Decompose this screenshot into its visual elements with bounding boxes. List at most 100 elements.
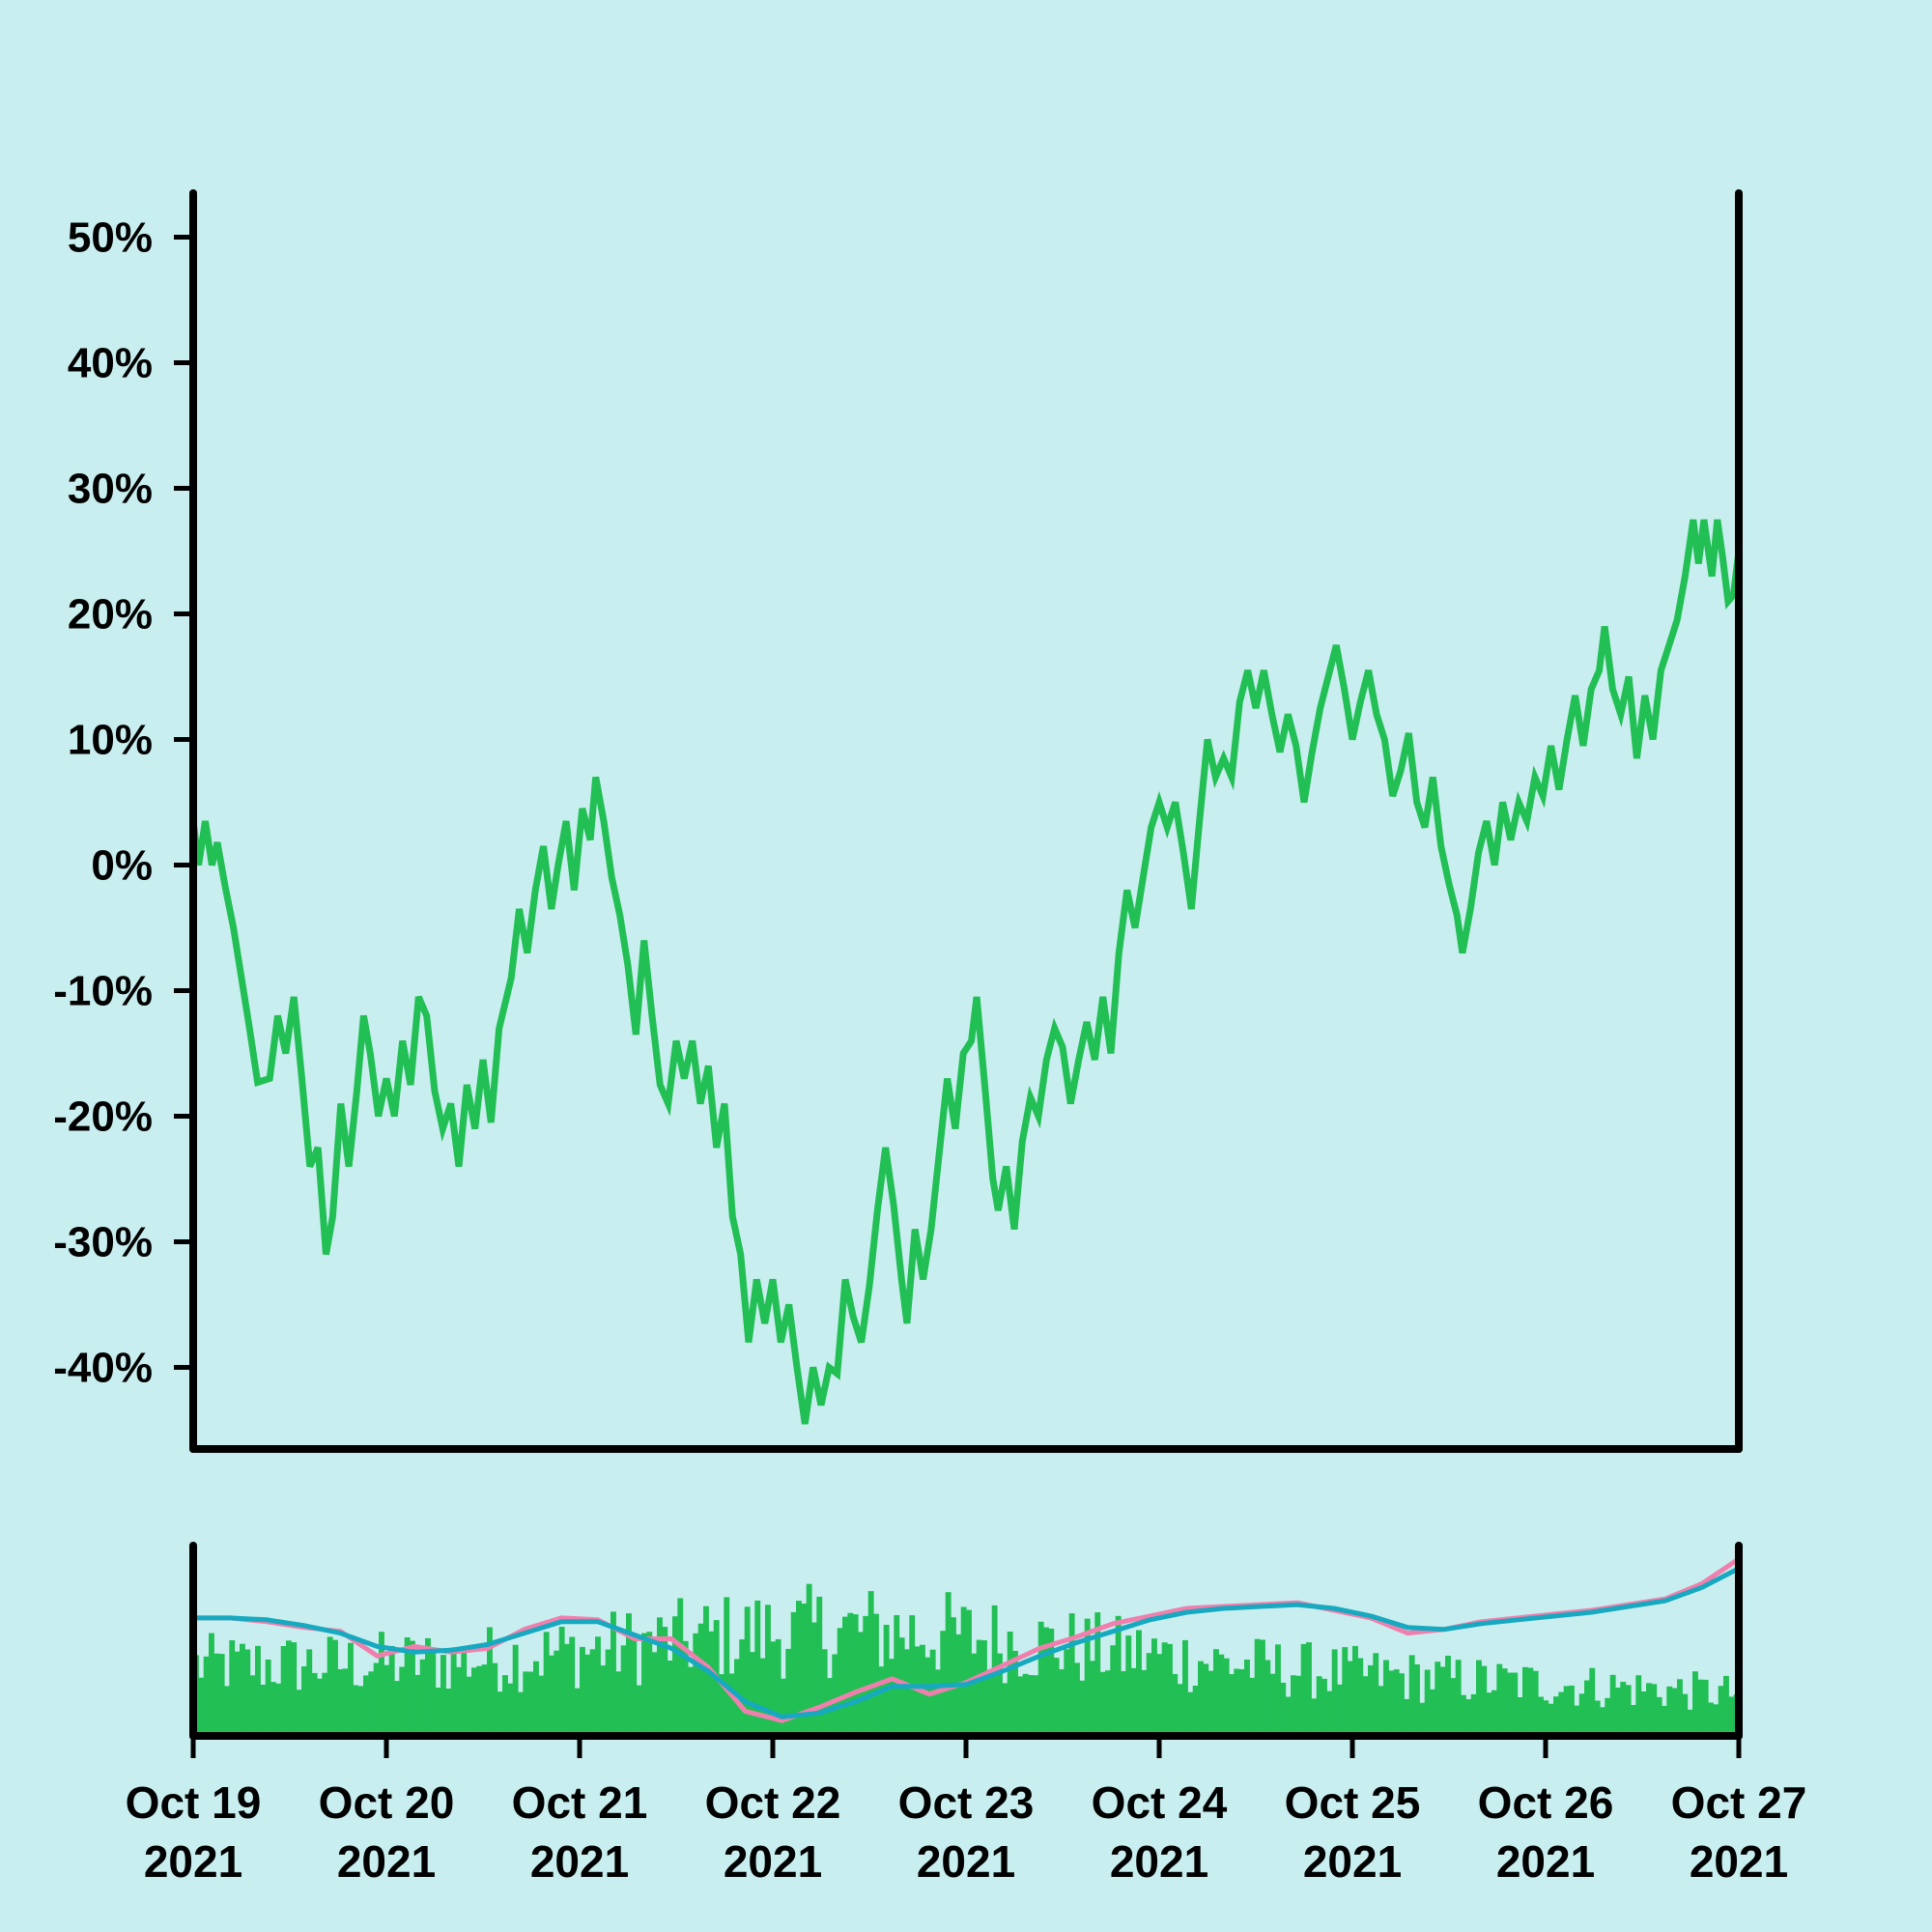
volume-bar (1280, 1682, 1287, 1736)
x-tick-label-month: Oct 22 (705, 1777, 841, 1828)
volume-bar (636, 1685, 642, 1736)
volume-bar (1671, 1688, 1678, 1736)
volume-bar (487, 1627, 493, 1736)
volume-bar (507, 1683, 514, 1736)
volume-bar (558, 1627, 565, 1736)
volume-bar (1393, 1669, 1400, 1736)
x-tick-label-month: Oct 20 (319, 1777, 455, 1828)
volume-bar (388, 1645, 395, 1736)
volume-bar (997, 1653, 1003, 1736)
volume-bar (816, 1596, 823, 1736)
volume-bar (357, 1686, 364, 1736)
volume-bar (492, 1662, 498, 1736)
volume-bar (1718, 1686, 1724, 1736)
volume-bar (218, 1654, 225, 1736)
y-tick-label: 20% (68, 591, 153, 639)
volume-bar (889, 1659, 895, 1736)
volume-bar (1192, 1686, 1199, 1736)
volume-bar (1260, 1639, 1265, 1736)
volume-bar (502, 1675, 508, 1736)
volume-bar (1465, 1699, 1472, 1736)
volume-bar (456, 1666, 462, 1736)
volume-bar (1708, 1702, 1714, 1736)
volume-bar (1136, 1630, 1142, 1736)
volume-bar (414, 1674, 421, 1736)
volume-bar (739, 1639, 746, 1736)
volume-bar (1167, 1643, 1173, 1736)
volume-bar (1090, 1661, 1095, 1736)
volume-bar (1285, 1696, 1292, 1736)
price-axes (189, 189, 1743, 1453)
volume-bar (1646, 1683, 1652, 1736)
volume-bar (1558, 1691, 1565, 1736)
volume-bar (873, 1613, 879, 1736)
volume-bar (1532, 1670, 1539, 1736)
volume-bar (971, 1653, 978, 1736)
volume-bar (1146, 1653, 1152, 1736)
volume-bar (1368, 1664, 1374, 1736)
volume-bar (363, 1675, 369, 1736)
volume-bar (1326, 1690, 1333, 1736)
volume-bar (1099, 1671, 1106, 1736)
volume-bar (1512, 1672, 1519, 1736)
volume-bar (1291, 1675, 1296, 1736)
volume-bar (1476, 1660, 1482, 1736)
volume-bar (1311, 1698, 1318, 1736)
volume-bar (1141, 1669, 1148, 1736)
volume-bar (966, 1609, 972, 1736)
volume-bar (620, 1645, 627, 1736)
volume-bar (697, 1623, 704, 1736)
volume-bar (1620, 1682, 1627, 1736)
volume-bar (1130, 1667, 1137, 1736)
volume-bar (260, 1685, 267, 1736)
volume-bar (1234, 1668, 1240, 1736)
volume-bar (440, 1655, 446, 1736)
x-tick-label-year: 2021 (1496, 1836, 1595, 1887)
volume-bar (770, 1641, 777, 1736)
volume-bar (1496, 1663, 1503, 1736)
volume-bar (1110, 1645, 1117, 1736)
y-tick-label: 30% (68, 466, 153, 513)
volume-bar (1388, 1670, 1395, 1736)
volume-bar (1342, 1647, 1349, 1736)
volume-bar (801, 1604, 808, 1736)
volume-bar (1517, 1697, 1523, 1736)
volume-bar (379, 1632, 384, 1736)
volume-bar (1213, 1649, 1219, 1736)
volume-bar (1548, 1703, 1554, 1736)
y-tick-label: 10% (68, 717, 153, 764)
x-tick-label-month: Oct 21 (512, 1777, 648, 1828)
volume-bar (584, 1654, 591, 1736)
volume-bar (554, 1650, 560, 1736)
volume-bar (1161, 1642, 1168, 1736)
volume-bar (337, 1669, 344, 1736)
volume-bar (1208, 1670, 1214, 1736)
volume-bar (832, 1654, 838, 1736)
volume-bar (203, 1656, 210, 1736)
volume-bar (255, 1645, 261, 1736)
volume-bar (672, 1616, 678, 1736)
volume-bar (827, 1678, 833, 1736)
volume-bar (1357, 1658, 1364, 1736)
volume-bar (1037, 1621, 1044, 1736)
volume-bar (332, 1639, 338, 1736)
volume-bar (750, 1652, 755, 1736)
volume-bar (858, 1632, 864, 1736)
volume-bar (1435, 1662, 1441, 1736)
volume-bar (1084, 1618, 1091, 1736)
volume-bar (425, 1637, 431, 1736)
volume-bar (348, 1642, 354, 1736)
volume-bar (229, 1640, 236, 1736)
volume-bar (790, 1611, 797, 1736)
volume-bar (878, 1666, 885, 1736)
volume-bar (466, 1676, 472, 1736)
volume-bar (1033, 1675, 1039, 1736)
volume-bar (564, 1643, 570, 1736)
volume-bar (1362, 1676, 1369, 1736)
volume-bar (1378, 1686, 1384, 1736)
volume-bar (1337, 1684, 1343, 1736)
x-tick-label-month: Oct 23 (898, 1777, 1035, 1828)
volume-bar (198, 1677, 205, 1736)
volume-bar (1682, 1693, 1689, 1736)
